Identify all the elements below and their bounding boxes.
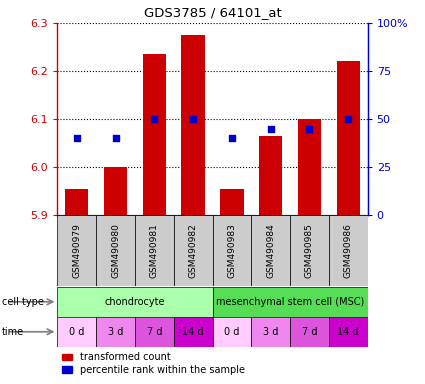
- Text: 0 d: 0 d: [69, 327, 85, 337]
- Text: GSM490986: GSM490986: [344, 223, 353, 278]
- Bar: [181, 35, 205, 215]
- Bar: [135, 215, 174, 286]
- Bar: [329, 215, 368, 286]
- Point: [267, 126, 274, 132]
- Bar: [298, 119, 321, 215]
- Bar: [65, 189, 88, 215]
- Point: [151, 116, 158, 122]
- Text: GSM490983: GSM490983: [227, 223, 236, 278]
- Title: GDS3785 / 64101_at: GDS3785 / 64101_at: [144, 6, 281, 19]
- Text: 7 d: 7 d: [302, 327, 317, 337]
- Bar: [135, 317, 174, 347]
- Bar: [259, 136, 282, 215]
- Text: GSM490985: GSM490985: [305, 223, 314, 278]
- Bar: [174, 215, 212, 286]
- Text: GSM490982: GSM490982: [189, 223, 198, 278]
- Bar: [337, 61, 360, 215]
- Text: mesenchymal stem cell (MSC): mesenchymal stem cell (MSC): [216, 297, 364, 307]
- Bar: [212, 317, 251, 347]
- Point: [112, 135, 119, 141]
- Point: [345, 116, 351, 122]
- Text: GSM490981: GSM490981: [150, 223, 159, 278]
- Text: 7 d: 7 d: [147, 327, 162, 337]
- Point: [74, 135, 80, 141]
- Text: 3 d: 3 d: [263, 327, 278, 337]
- Bar: [251, 215, 290, 286]
- Bar: [57, 287, 212, 317]
- Bar: [57, 215, 96, 286]
- Text: cell type: cell type: [2, 297, 44, 307]
- Point: [306, 126, 313, 132]
- Bar: [212, 287, 368, 317]
- Legend: transformed count, percentile rank within the sample: transformed count, percentile rank withi…: [62, 353, 245, 375]
- Bar: [329, 317, 368, 347]
- Bar: [143, 54, 166, 215]
- Point: [229, 135, 235, 141]
- Bar: [174, 317, 212, 347]
- Text: GSM490984: GSM490984: [266, 223, 275, 278]
- Bar: [290, 215, 329, 286]
- Bar: [96, 215, 135, 286]
- Bar: [96, 317, 135, 347]
- Text: GSM490980: GSM490980: [111, 223, 120, 278]
- Bar: [251, 317, 290, 347]
- Text: chondrocyte: chondrocyte: [105, 297, 165, 307]
- Text: 14 d: 14 d: [337, 327, 359, 337]
- Bar: [220, 189, 244, 215]
- Bar: [212, 215, 251, 286]
- Text: 3 d: 3 d: [108, 327, 123, 337]
- Text: 0 d: 0 d: [224, 327, 240, 337]
- Bar: [57, 317, 96, 347]
- Text: 14 d: 14 d: [182, 327, 204, 337]
- Text: GSM490979: GSM490979: [72, 223, 81, 278]
- Point: [190, 116, 196, 122]
- Text: time: time: [2, 327, 24, 337]
- Bar: [104, 167, 127, 215]
- Bar: [290, 317, 329, 347]
